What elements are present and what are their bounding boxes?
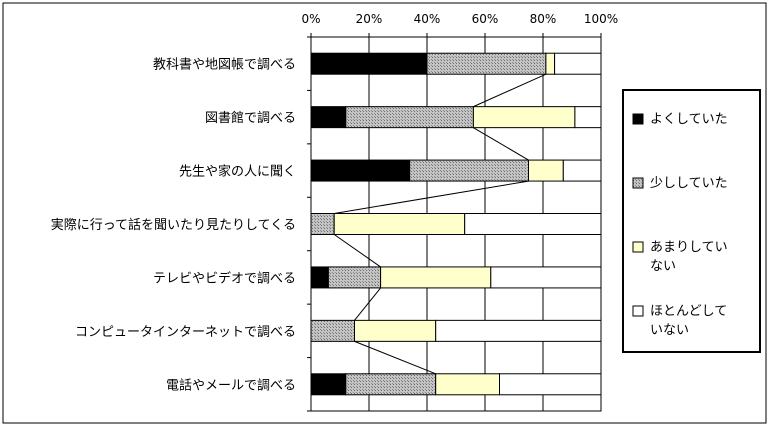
- category-label: 実際に行って話を聞いたり見たりしてくる: [51, 217, 296, 233]
- x-tick-label: 40%: [414, 12, 441, 26]
- series-line: [333, 234, 381, 268]
- legend-label: 少ししていた: [650, 176, 728, 191]
- legend-label: あまりしてい: [650, 240, 728, 255]
- bars: [310, 52, 602, 396]
- bar-segment: [562, 159, 602, 182]
- bar-segment: [310, 159, 411, 182]
- bar-segment: [435, 319, 602, 342]
- bar-segment: [345, 106, 474, 129]
- legend-swatch: [632, 305, 644, 317]
- x-tick-label: 60%: [472, 12, 499, 26]
- x-tick-label: 0%: [301, 12, 320, 26]
- bar-segment: [554, 52, 602, 75]
- bar-segment: [499, 373, 602, 396]
- category-label: 先生や家の人に聞く: [179, 164, 296, 180]
- bar-segment: [409, 159, 530, 182]
- category-labels: 教科書や地図帳で調べる図書館で調べる先生や家の人に聞く実際に行って話を聞いたり見…: [51, 57, 296, 394]
- bar-segment: [435, 373, 501, 396]
- series-line: [334, 180, 529, 214]
- x-tick-label: 80%: [530, 12, 557, 26]
- legend-swatch: [632, 177, 644, 189]
- category-label: テレビやビデオで調べる: [153, 270, 296, 286]
- bar-segment: [545, 52, 556, 75]
- category-label: 図書館で調べる: [205, 111, 296, 126]
- legend-label: よくしていた: [650, 112, 728, 127]
- bar-segment: [310, 373, 347, 396]
- bar-segment: [426, 52, 547, 75]
- legend-label: ほとんどして: [650, 304, 727, 319]
- legend-box: [622, 89, 761, 353]
- category-label: 教科書や地図帳で調べる: [153, 57, 296, 73]
- bar-segment: [574, 106, 602, 129]
- legend-label: いない: [650, 323, 689, 338]
- bar-segment: [380, 266, 492, 289]
- bar-segment: [490, 266, 602, 289]
- bar-segment: [333, 213, 466, 235]
- series-lines: [333, 73, 547, 375]
- legend-swatch: [632, 241, 644, 253]
- category-label: 電話やメールで調べる: [166, 377, 296, 393]
- bar-segment: [354, 319, 437, 342]
- x-axis-ticks: 0% 20% 40% 60% 80% 100%: [301, 12, 618, 37]
- series-line: [354, 340, 436, 375]
- bar-segment: [528, 159, 564, 182]
- x-tick-label: 100%: [584, 12, 618, 26]
- bar-segment: [327, 266, 382, 289]
- bar-segment: [472, 106, 576, 129]
- chart-border: [2, 2, 767, 424]
- legend-swatch: [632, 113, 644, 125]
- bar-segment: [310, 319, 355, 342]
- category-label: コンピュータインターネットで調べる: [75, 325, 296, 340]
- series-line: [473, 127, 529, 161]
- bar-segment: [345, 373, 437, 396]
- series-line: [473, 73, 547, 108]
- bar-segment: [310, 213, 335, 235]
- legend-label: ない: [650, 259, 676, 274]
- x-tick-label: 20%: [356, 12, 383, 26]
- bar-segment: [310, 266, 329, 289]
- bar-segment: [464, 213, 602, 235]
- bar-segment: [310, 106, 347, 129]
- series-line: [354, 287, 381, 321]
- bar-segment: [310, 52, 428, 75]
